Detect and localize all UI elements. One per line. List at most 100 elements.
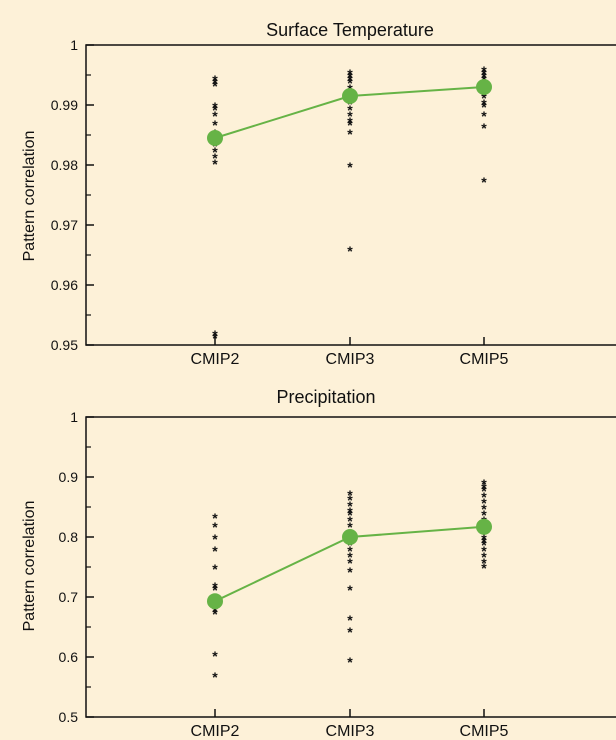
model-point: * [347, 624, 353, 640]
x-tick-label: CMIP2 [191, 723, 240, 740]
model-point: * [347, 102, 353, 118]
model-point: * [347, 555, 353, 571]
model-point: * [481, 531, 487, 547]
model-point: * [212, 543, 218, 559]
model-point: * [347, 69, 353, 85]
model-point: * [481, 507, 487, 523]
y-tick-label: 0.9 [59, 469, 79, 485]
y-tick-label: 0.96 [51, 277, 78, 293]
x-tick-label: CMIP5 [460, 723, 509, 740]
model-point: * [481, 480, 487, 496]
mean-point [207, 593, 223, 610]
y-tick-label: 0.7 [59, 589, 79, 605]
model-point: * [347, 654, 353, 670]
model-point: * [212, 669, 218, 685]
model-point: * [212, 102, 218, 118]
model-point: * [212, 108, 218, 124]
model-point: * [212, 144, 218, 160]
model-point: * [212, 99, 218, 115]
model-point: * [212, 582, 218, 598]
ensemble-mean [207, 518, 492, 610]
y-tick-label: 1 [70, 37, 78, 53]
model-point: * [347, 117, 353, 133]
x-axis: CMIP2 CMIP3 CMIP5 [191, 337, 509, 368]
model-point: * [212, 519, 218, 535]
mean-point [342, 529, 358, 545]
model-point: * [481, 501, 487, 517]
model-point: * [481, 96, 487, 112]
y-axis: 0.5 0.6 0.7 0.8 0.9 1 [59, 409, 94, 725]
model-point: * [347, 108, 353, 124]
model-point: * [347, 519, 353, 535]
y-tick-label: 0.8 [59, 529, 79, 545]
model-point: * [212, 531, 218, 547]
model-point: * [481, 534, 487, 550]
model-point: * [481, 489, 487, 505]
y-tick-label: 0.99 [51, 97, 78, 113]
model-point: * [481, 476, 487, 492]
model-point: * [481, 560, 487, 576]
x-tick-label: CMIP3 [326, 723, 375, 740]
model-point: * [347, 487, 353, 503]
model-point: * [212, 138, 218, 154]
model-point: * [347, 564, 353, 580]
x-axis: CMIP2 CMIP3 CMIP5 [191, 709, 509, 740]
model-point: * [212, 72, 218, 88]
model-point: * [347, 126, 353, 142]
model-point: * [347, 507, 353, 523]
model-point: * [212, 579, 218, 595]
model-point: * [347, 96, 353, 112]
model-points: ****************************************… [212, 63, 487, 346]
model-point: * [481, 537, 487, 553]
model-point: * [212, 606, 218, 622]
model-point: * [212, 150, 218, 166]
model-point: * [481, 483, 487, 499]
surface-temperature-panel: Surface Temperature Pattern correlation … [21, 20, 616, 368]
model-point: * [347, 498, 353, 514]
x-tick-label: CMIP5 [460, 351, 509, 368]
model-point: * [347, 159, 353, 175]
model-point: * [481, 495, 487, 511]
model-point: * [347, 243, 353, 259]
x-tick-label: CMIP3 [326, 351, 375, 368]
chart-title: Surface Temperature [266, 20, 434, 40]
model-point: * [481, 543, 487, 559]
mean-point [207, 130, 223, 146]
model-point: * [212, 648, 218, 664]
model-point: * [212, 75, 218, 91]
mean-point [476, 79, 492, 95]
y-tick-label: 0.98 [51, 157, 78, 173]
y-axis-label: Pattern correlation [21, 501, 38, 632]
y-axis-label: Pattern correlation [21, 131, 38, 262]
model-point: * [347, 513, 353, 529]
model-point: * [347, 543, 353, 559]
model-point: * [212, 78, 218, 94]
model-point: * [347, 114, 353, 130]
model-point: * [347, 72, 353, 88]
precipitation-panel: Precipitation Pattern correlation 0.5 0.6… [21, 387, 616, 740]
model-point: * [347, 75, 353, 91]
model-point: * [481, 120, 487, 136]
model-point: * [347, 504, 353, 520]
model-point: * [347, 66, 353, 82]
model-point: * [481, 108, 487, 124]
y-tick-label: 0.5 [59, 709, 79, 725]
model-point: * [212, 510, 218, 526]
x-tick-label: CMIP2 [191, 351, 240, 368]
model-point: * [212, 327, 218, 343]
model-point: * [481, 66, 487, 82]
model-point: * [347, 492, 353, 508]
model-point: * [347, 612, 353, 628]
model-point: * [347, 582, 353, 598]
model-point: * [212, 603, 218, 619]
y-axis: 0.95 0.96 0.97 0.98 0.99 1 [51, 37, 94, 353]
model-point: * [481, 87, 487, 103]
model-point: * [212, 561, 218, 577]
model-point: * [481, 555, 487, 571]
mean-point [476, 518, 492, 535]
mean-point [342, 88, 358, 104]
model-point: * [481, 63, 487, 79]
model-point: * [481, 549, 487, 565]
model-points: ****************************************… [212, 476, 487, 685]
